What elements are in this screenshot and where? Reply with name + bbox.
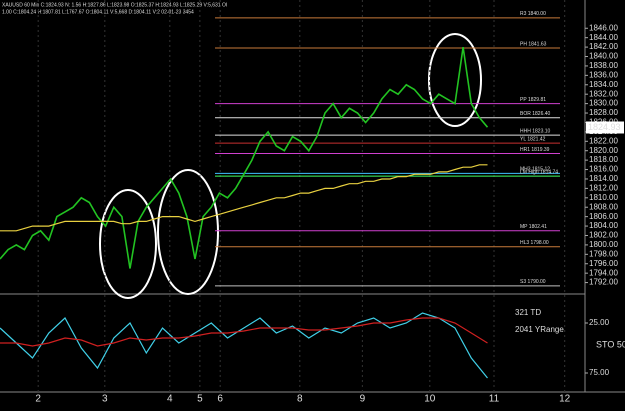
y-tick-label: 1794.00 <box>589 268 618 277</box>
x-tick-label: 3 <box>102 394 108 405</box>
y-tick-label: 1802.00 <box>589 231 618 240</box>
x-tick-label: 2 <box>35 394 41 405</box>
annotation-ellipse <box>157 169 219 295</box>
y-tick-label: 1808.00 <box>589 202 618 211</box>
level-label: LM High 1814.74 <box>520 169 558 175</box>
y-tick-label: 1838.00 <box>589 61 618 70</box>
y-tick-label: 1798.00 <box>589 249 618 258</box>
y-tick-label: 1816.00 <box>589 165 618 174</box>
y-tick-label: 1814.00 <box>589 174 618 183</box>
y-tick-label: 1812.00 <box>589 183 618 192</box>
y-tick-label: 25.00 <box>589 318 610 327</box>
level-label: YL 1821.42 <box>520 137 546 143</box>
level-label: BOR 1826.40 <box>520 111 551 117</box>
x-tick-label: 11 <box>489 394 500 405</box>
x-tick-label: 12 <box>559 394 571 405</box>
level-label: PP 1829.81 <box>520 97 546 103</box>
x-tick-label: 6 <box>217 394 223 405</box>
y-tick-label: 75.00 <box>589 368 610 377</box>
level-label: MH3 1815.12 <box>520 167 550 173</box>
x-tick-label: 10 <box>424 394 436 405</box>
annotation-ellipse <box>428 33 482 127</box>
y-tick-label: 1828.00 <box>589 108 618 117</box>
x-tick-label: 4 <box>167 394 173 405</box>
y-tick-label: 1804.00 <box>589 221 618 230</box>
y-tick-label: 1820.00 <box>589 146 618 155</box>
level-label: HL3 1798.00 <box>520 240 549 246</box>
header-line: 1.00 C:1804.24 H:1807.81 L:1767.67 O:180… <box>2 9 194 15</box>
level-label: PH 1841.63 <box>520 41 547 47</box>
x-tick-label: 8 <box>297 394 303 405</box>
series-line <box>0 46 489 269</box>
annotation: 321 TD <box>515 308 541 317</box>
panel-title: STO 50, <box>596 339 625 349</box>
y-tick-label: 1806.00 <box>589 212 618 221</box>
y-tick-label: 1800.00 <box>589 240 618 249</box>
last-price-label: 1824.93 <box>588 122 621 132</box>
x-tick-label: 9 <box>360 394 366 405</box>
level-label: HR1 1819.39 <box>520 147 550 153</box>
annotation: 2041 YRange <box>515 325 564 334</box>
annotation-ellipse <box>99 189 157 299</box>
y-tick-label: 1834.00 <box>589 80 618 89</box>
y-tick-label: 1830.00 <box>589 99 618 108</box>
series-line <box>0 317 488 347</box>
y-tick-label: 1818.00 <box>589 155 618 164</box>
y-tick-label: 1840.00 <box>589 52 618 61</box>
y-tick-label: 1842.00 <box>589 42 618 51</box>
x-tick-label: 5 <box>197 394 203 405</box>
y-tick-label: 1822.00 <box>589 136 618 145</box>
y-tick-label: 1792.00 <box>589 278 618 287</box>
last-price-box <box>586 121 624 134</box>
y-tick-label: 1846.00 <box>589 23 618 32</box>
level-label: MP 1802.41 <box>520 224 547 230</box>
level-label: S3 1790.00 <box>520 279 546 285</box>
series-line <box>0 164 488 232</box>
series-line <box>0 312 488 379</box>
y-tick-label: 1844.00 <box>589 33 618 42</box>
level-label: HHH 1823.10 <box>520 128 551 134</box>
y-tick-label: 1832.00 <box>589 89 618 98</box>
y-tick-label: 1796.00 <box>589 259 618 268</box>
level-label: R3 1840.00 <box>520 11 546 17</box>
y-tick-label: 1836.00 <box>589 70 618 79</box>
header-line: XAUUSD 60 Min C:1824.93 N: 1.56 H:1827.8… <box>2 2 227 8</box>
y-tick-label: 1810.00 <box>589 193 618 202</box>
